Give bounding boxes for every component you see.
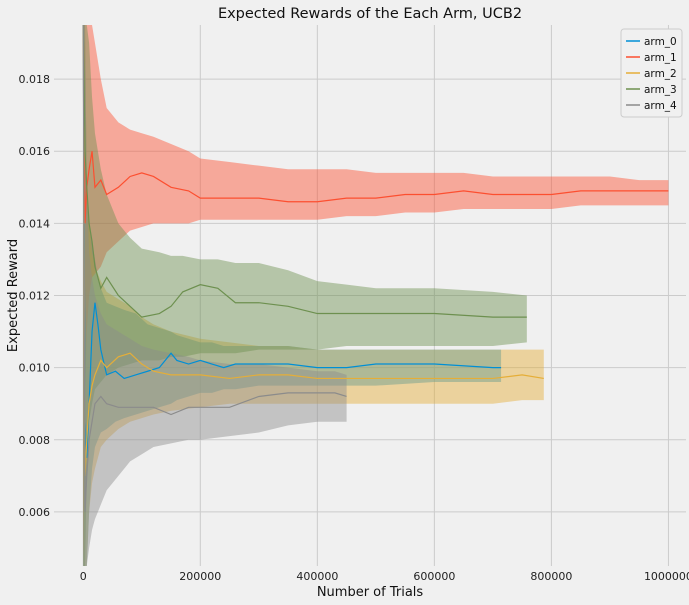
x-tick-label: 200000 — [179, 570, 221, 583]
x-tick-label: 0 — [80, 570, 87, 583]
confidence-bands — [83, 25, 669, 566]
legend-label: arm_1 — [644, 52, 677, 64]
y-tick-label: 0.014 — [19, 217, 51, 230]
arm_2-line — [82, 25, 544, 476]
series-lines — [82, 25, 669, 512]
x-axis-ticks: 0 200000 400000 600000 800000 1000000 — [80, 570, 689, 583]
x-axis-label: Number of Trials — [317, 585, 424, 600]
y-axis-ticks: 0.006 0.008 0.010 0.012 0.014 0.016 0.018 — [19, 73, 51, 519]
arm_0-line — [82, 25, 502, 458]
y-tick-label: 0.018 — [19, 73, 51, 86]
legend-box — [620, 28, 683, 118]
y-tick-label: 0.016 — [19, 145, 51, 158]
x-tick-label: 600000 — [413, 570, 455, 583]
legend-label: arm_0 — [644, 36, 677, 48]
arm_3-line — [82, 25, 527, 318]
x-tick-label: 800000 — [530, 570, 572, 583]
legend-label: arm_4 — [644, 100, 677, 112]
y-axis-label: Expected Reward — [6, 239, 21, 352]
chart-title: Expected Rewards of the Each Arm, UCB2 — [218, 6, 522, 22]
arm_3-band — [83, 25, 527, 566]
y-tick-label: 0.010 — [19, 362, 51, 375]
arm_4-band — [83, 25, 347, 566]
legend-label: arm_3 — [644, 84, 677, 96]
y-tick-label: 0.008 — [19, 434, 51, 447]
x-tick-label: 400000 — [296, 570, 338, 583]
legend: arm_0 arm_1 arm_2 arm_3 arm_4 — [620, 28, 683, 118]
arm_1-line — [82, 25, 669, 224]
arm_4-line — [82, 25, 347, 512]
legend-label: arm_2 — [644, 68, 677, 80]
y-tick-label: 0.012 — [19, 290, 51, 303]
y-tick-label: 0.006 — [19, 506, 51, 519]
x-tick-label: 1000000 — [644, 570, 689, 583]
